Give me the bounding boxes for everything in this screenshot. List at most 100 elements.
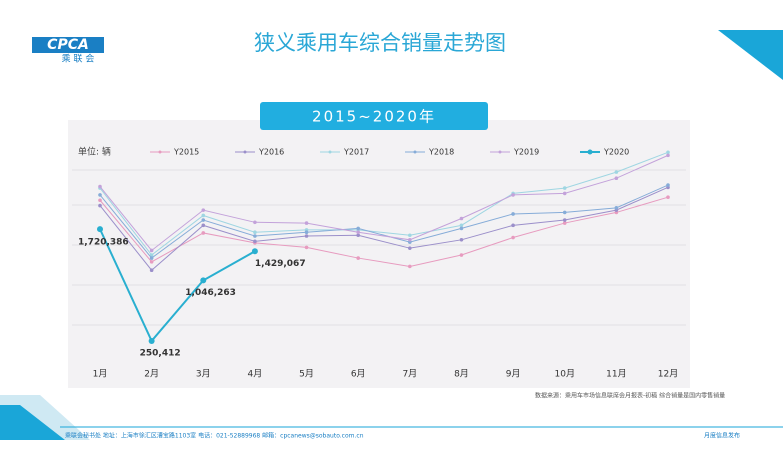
legend-marker [498,150,502,154]
data-label: 250,412 [140,348,181,358]
x-tick-label: 11月 [606,369,626,380]
footer-right: 月度信息发布 [704,432,740,440]
point [201,213,206,218]
point [459,226,464,231]
point [511,193,515,197]
unit-label: 单位: 辆 [78,146,111,158]
point [666,183,670,187]
chart-title: 2015~2020年 [312,108,436,126]
point [356,233,360,238]
point [304,230,309,234]
logo-sub: 乘 联 会 [62,53,95,65]
point [562,186,567,190]
point [304,234,309,238]
x-tick-label: 6月 [351,369,366,380]
point [356,230,360,234]
legend-label: Y2016 [258,148,284,157]
point [253,230,257,234]
data-label: 1,429,067 [255,259,306,269]
point [459,253,464,257]
legend-marker [413,150,417,154]
point [562,221,567,225]
point [149,260,154,264]
point [98,184,102,189]
point [253,234,257,238]
x-tick-label: 1月 [93,369,108,380]
series-line [99,186,669,271]
legend-label: Y2015 [173,148,199,157]
corner-deco [0,405,65,440]
point [149,268,154,273]
point [511,223,515,228]
point [459,216,464,221]
legend-marker [587,149,593,155]
legend-label: Y2020 [603,148,629,157]
logo-box [32,37,104,53]
point [304,221,309,225]
x-tick-label: 4月 [248,369,263,380]
point [511,235,515,240]
x-tick-label: 10月 [555,369,575,380]
x-tick-label: 5月 [299,369,314,380]
point [98,198,102,203]
point [201,231,206,235]
point [562,218,567,222]
point [459,238,464,242]
point [408,264,412,269]
point [200,277,207,284]
plot: 1月 2月 3月 4月 5月 6月 7月 8月 9月 10月 11月 12月 Y2015 Y2016 Y20… [72,148,686,380]
footer-address: 乘联会秘书处 地址：上海市徐汇区漕宝路1103室 电话：021-52889968… [65,432,364,440]
data-label: 1,720,386 [78,238,129,248]
point [98,193,102,197]
legend-label: Y2017 [343,148,369,157]
x-tick-label: 8月 [454,369,469,380]
point [149,248,154,253]
legend-label: Y2019 [513,148,539,157]
point [148,337,155,344]
point [253,239,257,244]
series-line [99,184,669,259]
point [149,256,154,260]
point [511,212,515,216]
x-tick-label: 2月 [144,369,159,380]
point [614,206,619,210]
legend-marker [243,150,247,154]
x-tick-label: 12月 [658,369,678,380]
point [408,233,412,238]
x-tick-label: 9月 [506,369,521,380]
series-line [99,151,669,256]
point [562,191,567,196]
slide-title: 狭义乘用车综合销量走势图 [254,31,506,55]
point [614,176,619,180]
point [98,203,102,208]
point [201,218,206,222]
legend-marker [158,150,162,154]
series-line [99,154,669,252]
x-tick-label: 3月 [196,369,211,380]
point [304,245,309,250]
point [562,210,567,215]
point [149,253,154,257]
point [408,238,412,242]
series-line [99,196,669,267]
logo: CPCA [47,37,89,53]
legend-marker [328,150,332,154]
series-line [99,228,256,343]
point [356,256,360,260]
legend-label: Y2018 [428,148,454,157]
point [614,170,619,174]
x-tick-label: 7月 [402,369,417,380]
point [253,220,257,225]
point [408,246,412,250]
point [356,226,360,231]
corner-deco [718,30,783,80]
title-box [260,102,488,130]
point [97,226,103,233]
point [201,208,206,212]
point [666,150,670,155]
data-label: 1,046,263 [185,288,236,298]
point [666,195,670,200]
point [201,223,206,228]
chart-panel [68,120,690,388]
